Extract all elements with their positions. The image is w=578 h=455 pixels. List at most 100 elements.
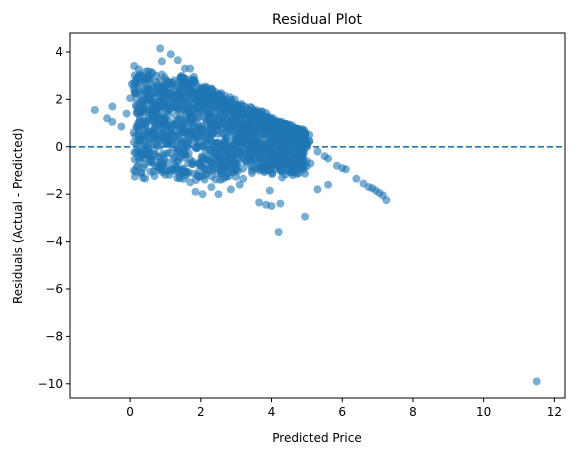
scatter-point: [214, 93, 223, 101]
dense-point: [150, 131, 159, 140]
scatter-point: [161, 130, 170, 139]
dense-point: [178, 138, 187, 147]
scatter-point: [235, 180, 244, 189]
scatter-point: [267, 202, 276, 210]
scatter-point: [235, 104, 244, 113]
dense-point: [197, 126, 206, 135]
y-tick-label: −10: [38, 377, 63, 391]
scatter-point: [255, 198, 264, 207]
scatter-point: [267, 135, 276, 144]
scatter-point: [211, 157, 219, 165]
scatter-point: [196, 161, 205, 170]
dense-point: [224, 112, 233, 121]
scatter-point: [189, 72, 198, 81]
scatter-point: [228, 164, 237, 173]
band-point: [298, 127, 307, 135]
scatter-point: [313, 147, 322, 156]
scatter-point: [168, 165, 177, 174]
scatter-point: [150, 138, 159, 146]
band-point: [176, 83, 185, 92]
dense-point: [160, 113, 169, 122]
scatter-point: [175, 172, 184, 181]
x-tick-label: 0: [126, 405, 134, 419]
scatter-point: [260, 119, 269, 128]
scatter-point: [177, 74, 186, 82]
scatter-point: [193, 171, 202, 180]
y-tick-label: −6: [45, 282, 63, 296]
x-tick-label: 2: [197, 405, 205, 419]
scatter-point: [214, 190, 223, 199]
x-tick-label: 6: [338, 405, 346, 419]
scatter-point: [157, 57, 166, 66]
scatter-point: [256, 130, 265, 139]
dense-point: [178, 123, 187, 132]
scatter-point: [127, 80, 136, 88]
dense-point: [170, 132, 178, 141]
dense-point: [193, 144, 202, 152]
scatter-point: [226, 185, 235, 194]
dense-point: [189, 121, 197, 130]
scatter-point: [276, 199, 285, 208]
x-tick-label: 4: [268, 405, 276, 419]
scatter-point: [256, 151, 265, 160]
dense-point: [188, 158, 197, 166]
dense-point: [175, 104, 183, 113]
scatter-point: [196, 83, 205, 92]
scatter-point: [313, 185, 322, 194]
scatter-point: [186, 64, 195, 73]
scatter-point: [157, 70, 166, 79]
band-point: [262, 112, 271, 121]
scatter-point: [235, 133, 244, 142]
scatter-point: [239, 174, 248, 183]
scatter-point: [281, 157, 290, 165]
dense-point: [299, 165, 308, 174]
y-tick-label: −2: [45, 187, 63, 201]
x-tick-label: 10: [476, 405, 491, 419]
dense-point: [169, 101, 177, 110]
scatter-point: [248, 166, 257, 175]
scatter-point: [193, 104, 202, 113]
scatter-point: [156, 95, 165, 104]
scatter-point: [198, 190, 207, 199]
scatter-point: [157, 160, 166, 169]
dense-point: [190, 114, 199, 123]
dense-point: [198, 153, 207, 162]
scatter-point: [182, 114, 191, 123]
scatter-point: [225, 98, 234, 107]
dense-point: [226, 144, 235, 153]
dense-point: [155, 153, 163, 162]
scatter-point: [278, 173, 287, 182]
scatter-point: [156, 44, 165, 53]
scatter-point: [242, 157, 251, 165]
dense-point: [212, 139, 221, 148]
band-point: [269, 118, 278, 127]
scatter-point: [203, 109, 212, 118]
scatter-point: [320, 152, 329, 161]
y-tick-label: 0: [55, 140, 63, 154]
y-axis-ticks: −10 −8 −6 −4 −2 0 2 4: [38, 45, 70, 391]
scatter-point: [147, 116, 156, 125]
y-tick-label: 4: [55, 45, 63, 59]
scatter-point: [207, 183, 216, 192]
band-point: [279, 120, 288, 129]
dense-point: [164, 137, 173, 146]
dense-point: [150, 172, 159, 181]
scatter-point: [140, 133, 149, 142]
dense-point: [292, 162, 301, 171]
scatter-point: [214, 116, 223, 125]
dense-point: [139, 173, 147, 182]
dense-point: [130, 86, 139, 95]
scatter-point: [221, 172, 230, 181]
y-tick-label: −4: [45, 235, 63, 249]
dense-point: [166, 89, 175, 98]
scatter-point: [274, 228, 283, 237]
dense-point: [200, 175, 209, 184]
scatter-point: [172, 121, 181, 130]
dense-point: [175, 153, 184, 162]
data-points: [90, 44, 541, 386]
x-axis-label: Predicted Price: [272, 431, 361, 445]
scatter-point: [274, 126, 283, 135]
dense-point: [130, 148, 139, 157]
dense-point: [217, 129, 226, 138]
scatter-point: [90, 106, 99, 114]
